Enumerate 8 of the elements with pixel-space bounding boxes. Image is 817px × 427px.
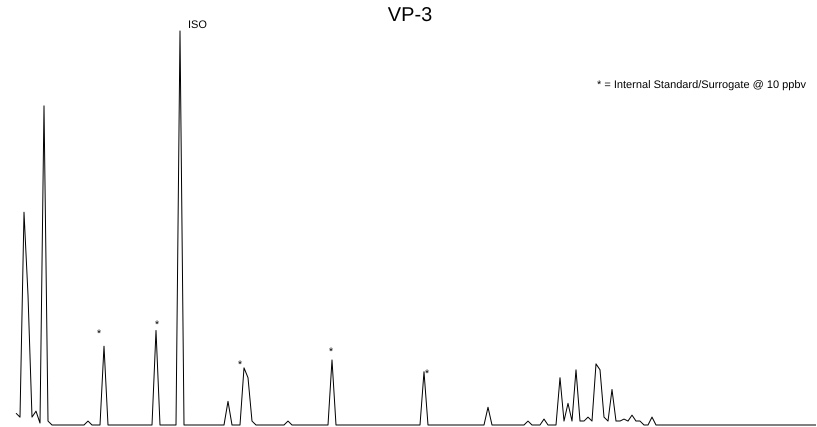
annotation: * [328, 346, 334, 358]
annotation: * [96, 328, 102, 340]
chart-title: VP-3 [388, 4, 432, 26]
annotation: * [424, 368, 430, 380]
annotation: * [154, 319, 160, 331]
annotation: * [238, 359, 243, 371]
annotation: * = Internal Standard/Surrogate @ 10 ppbv [597, 79, 806, 91]
annotation: ISO [188, 19, 208, 31]
